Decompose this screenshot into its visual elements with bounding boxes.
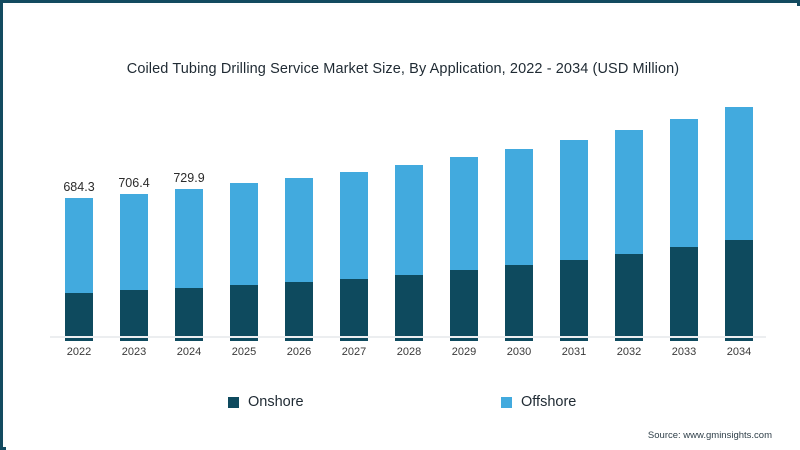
bar-segment-offshore[interactable]: [725, 106, 753, 240]
bar-group[interactable]: [450, 157, 478, 341]
bar-segment-onshore[interactable]: [615, 253, 643, 341]
x-axis-tick-label: 2028: [396, 346, 422, 358]
bar-segment-offshore[interactable]: [340, 171, 368, 279]
x-axis-tick-label: 2024: [176, 346, 202, 358]
bar-segment-onshore[interactable]: [285, 281, 313, 341]
bar-segment-onshore[interactable]: [395, 274, 423, 341]
x-axis-tick-label: 2033: [671, 346, 697, 358]
x-axis-tick-label: 2032: [616, 346, 642, 358]
bar-group[interactable]: [725, 106, 753, 341]
bar-group[interactable]: 684.3: [63, 180, 95, 341]
bar-segment-offshore[interactable]: [670, 118, 698, 248]
x-axis-tick-label: 2022: [66, 346, 92, 358]
bar-segment-onshore[interactable]: [560, 260, 588, 341]
bar-group[interactable]: [505, 149, 533, 341]
bar-segment-offshore[interactable]: [285, 177, 313, 282]
bar-segment-onshore[interactable]: [120, 290, 148, 341]
source-attribution: Source: www.gminsights.com: [647, 430, 772, 441]
bar-segment-onshore[interactable]: [175, 287, 203, 341]
legend-swatch-offshore: [501, 396, 512, 408]
x-axis-tick-label: 2027: [341, 346, 367, 358]
bar-group[interactable]: [230, 183, 258, 341]
bar-group[interactable]: [615, 129, 643, 341]
chart-legend: Onshore Offshore: [6, 394, 800, 416]
bar-value-label: 729.9: [173, 170, 205, 185]
bar-group[interactable]: [285, 177, 313, 341]
bar-group[interactable]: 706.4: [118, 176, 150, 341]
x-axis-line: [50, 336, 766, 338]
bar-segment-offshore[interactable]: [395, 164, 423, 275]
x-axis-tick-label: 2031: [561, 346, 587, 358]
legend-swatch-onshore: [228, 396, 239, 408]
legend-item-offshore[interactable]: Offshore: [501, 394, 576, 410]
bar-segment-onshore[interactable]: [450, 270, 478, 341]
bar-segment-offshore[interactable]: [560, 139, 588, 261]
x-axis-tick-label: 2026: [286, 346, 312, 358]
bar-value-label: 684.3: [63, 180, 95, 195]
bar-segment-offshore[interactable]: [175, 188, 203, 288]
bar-segment-onshore[interactable]: [340, 278, 368, 341]
x-axis-tick-label: 2030: [506, 346, 532, 358]
chart-canvas: Coiled Tubing Drilling Service Market Si…: [6, 6, 800, 450]
bar-segment-offshore[interactable]: [65, 198, 93, 293]
bar-segment-offshore[interactable]: [230, 183, 258, 286]
bar-group[interactable]: [670, 118, 698, 341]
bar-segment-offshore[interactable]: [615, 129, 643, 254]
bar-segment-onshore[interactable]: [65, 292, 93, 341]
bar-segment-onshore[interactable]: [670, 247, 698, 341]
bar-segment-offshore[interactable]: [505, 149, 533, 266]
legend-item-onshore[interactable]: Onshore: [228, 394, 304, 410]
bar-group[interactable]: [395, 164, 423, 341]
bar-segment-offshore[interactable]: [120, 193, 148, 291]
bar-segment-onshore[interactable]: [505, 265, 533, 341]
legend-label-offshore: Offshore: [521, 394, 577, 410]
bar-group[interactable]: [560, 139, 588, 341]
x-axis-tick-label: 2034: [726, 346, 752, 358]
bar-group[interactable]: 729.9: [173, 171, 205, 341]
x-axis-tick-label: 2029: [451, 346, 477, 358]
chart-title: Coiled Tubing Drilling Service Market Si…: [126, 61, 680, 77]
bar-segment-offshore[interactable]: [450, 157, 478, 271]
bar-segment-onshore[interactable]: [725, 240, 753, 341]
x-axis-tick-label: 2025: [231, 346, 257, 358]
x-axis-tick-label: 2023: [121, 346, 147, 358]
bar-value-label: 706.4: [118, 175, 150, 190]
bar-group[interactable]: [340, 171, 368, 341]
bar-segment-onshore[interactable]: [230, 285, 258, 341]
legend-label-onshore: Onshore: [248, 394, 304, 410]
plot-area: 684.3 706.4 729.9: [50, 101, 762, 341]
